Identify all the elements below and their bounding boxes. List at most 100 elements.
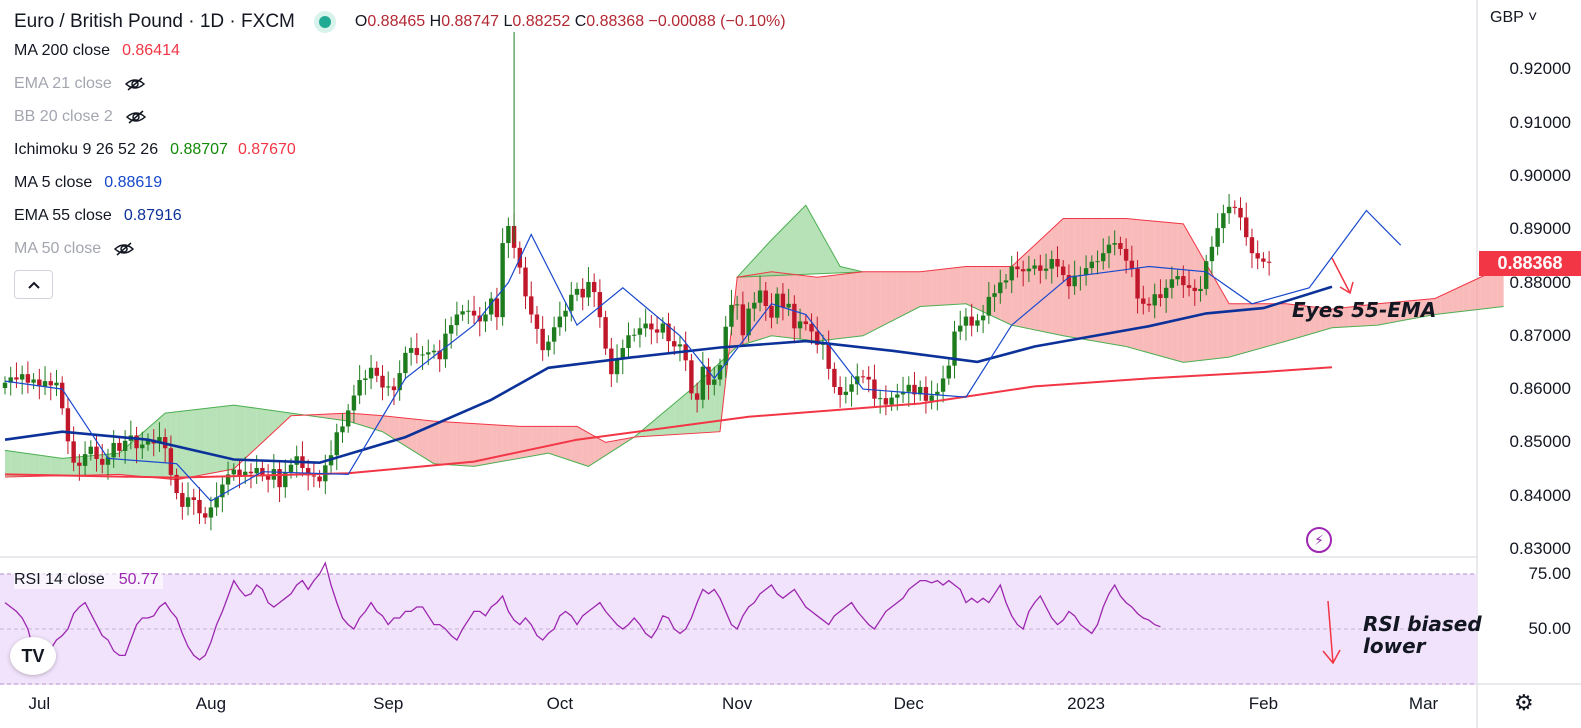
candle-body: [386, 386, 391, 388]
rsi-tick: 50.00: [1528, 619, 1571, 638]
indicator-row[interactable]: EMA 55 close 0.87916: [14, 199, 786, 232]
candle-body: [912, 384, 917, 395]
annotation-ema[interactable]: Eyes 55-EMA: [1292, 298, 1437, 322]
ma200-line: [4, 366, 1333, 479]
candle-body: [895, 394, 900, 398]
candle-body: [191, 497, 196, 500]
indicator-row[interactable]: MA 5 close 0.88619: [14, 166, 786, 199]
candle-body: [1112, 243, 1117, 245]
cloud-segment: [1297, 305, 1304, 338]
cloud-segment: [1257, 303, 1264, 350]
candle-body: [534, 314, 540, 329]
cloud-segment: [1103, 218, 1109, 344]
candle-body: [952, 331, 957, 366]
candle-body: [1261, 258, 1266, 262]
cloud-segment: [1149, 220, 1155, 355]
cloud-segment: [216, 406, 223, 473]
market-status-icon: [318, 16, 331, 28]
eye-crossed-icon[interactable]: [124, 76, 146, 92]
cloud-segment: [908, 271, 915, 313]
candle-body: [992, 293, 997, 297]
time-tick: Oct: [546, 694, 574, 713]
cloud-segment: [268, 409, 274, 438]
annotation-rsi[interactable]: RSI biased lower: [1363, 612, 1482, 658]
indicator-row[interactable]: MA 200 close 0.86414: [14, 34, 786, 67]
indicator-row[interactable]: MA 50 close: [14, 232, 786, 265]
candle-body: [374, 367, 379, 376]
candle-body: [660, 323, 665, 333]
candle-body: [357, 380, 362, 396]
gear-icon[interactable]: ⚙: [1514, 690, 1534, 715]
cloud-segment: [519, 426, 526, 459]
cloud-segment: [868, 271, 875, 333]
indicator-name: EMA 21 close: [14, 74, 112, 92]
cloud-segment: [582, 429, 589, 467]
candle-body: [591, 281, 597, 293]
cloud-segment: [1143, 220, 1149, 353]
cloud-segment: [674, 398, 680, 435]
cloud-segment: [1000, 266, 1006, 323]
legend: Euro / British Pound · 1D · FXCM O0.8846…: [14, 10, 786, 265]
candle-body: [1118, 243, 1123, 249]
candle-body: [1061, 266, 1066, 276]
candle-body: [1095, 261, 1100, 263]
candle-body: [563, 310, 568, 317]
time-tick: Mar: [1408, 694, 1439, 713]
candle-body: [580, 288, 585, 298]
currency-selector[interactable]: GBP ˅: [1490, 9, 1538, 26]
cloud-segment: [1349, 306, 1355, 327]
collapse-legend-button[interactable]: [14, 270, 53, 299]
candle-body: [1106, 244, 1112, 254]
cloud-segment: [920, 271, 926, 307]
cloud-segment: [777, 272, 783, 338]
cloud-segment: [1086, 218, 1092, 341]
lightning-icon[interactable]: ⚡: [1306, 527, 1332, 553]
cloud-segment: [1114, 218, 1121, 346]
candle-body: [368, 367, 374, 379]
candle-body: [1186, 285, 1192, 288]
indicator-name: BB 20 close 2: [14, 107, 113, 125]
cloud-segment: [393, 416, 400, 443]
candle-body: [1232, 206, 1237, 208]
candle-body: [243, 471, 248, 476]
symbol-title[interactable]: Euro / British Pound · 1D · FXCM: [14, 11, 295, 32]
indicator-name: EMA 55 close: [14, 206, 112, 224]
cloud-segment: [1051, 223, 1058, 335]
cloud-segment: [577, 426, 583, 465]
indicator-row[interactable]: Ichimoku 9 26 52 26 0.88707 0.87670: [14, 133, 786, 166]
cloud-segment: [1068, 218, 1075, 338]
candle-body: [1089, 261, 1094, 269]
candle-body: [729, 304, 734, 327]
cloud-segment: [1137, 219, 1144, 352]
cloud-segment: [1154, 221, 1161, 357]
candle-body: [1198, 288, 1203, 292]
rsi-line: [4, 561, 1161, 661]
candle-body: [220, 484, 225, 498]
candle-body: [174, 474, 179, 494]
rsi-name[interactable]: RSI 14 close: [14, 571, 105, 588]
candle-body: [1146, 303, 1152, 306]
candle-body: [1015, 266, 1020, 270]
cloud-segment: [39, 455, 46, 477]
candle-body: [168, 448, 174, 475]
candle-body: [1226, 206, 1232, 214]
cloud-segment: [554, 426, 560, 457]
candle-body: [740, 304, 746, 336]
cloud-segment: [1023, 250, 1029, 329]
cloud-segment: [931, 269, 938, 306]
cloud-segment: [182, 410, 189, 479]
eye-crossed-icon[interactable]: [113, 241, 135, 257]
candle-body: [969, 316, 974, 326]
senkou-span-a: [4, 303, 1504, 467]
cloud-segment: [468, 423, 475, 467]
indicator-row[interactable]: BB 20 close 2: [14, 100, 786, 133]
tradingview-logo[interactable]: TV: [10, 637, 56, 675]
eye-crossed-icon[interactable]: [125, 109, 147, 125]
candle-body: [134, 435, 139, 449]
candle-body: [403, 352, 408, 374]
cloud-segment: [1360, 305, 1367, 327]
indicator-row[interactable]: EMA 21 close: [14, 67, 786, 100]
candle-body: [346, 410, 351, 427]
ema55-line: [4, 285, 1333, 465]
